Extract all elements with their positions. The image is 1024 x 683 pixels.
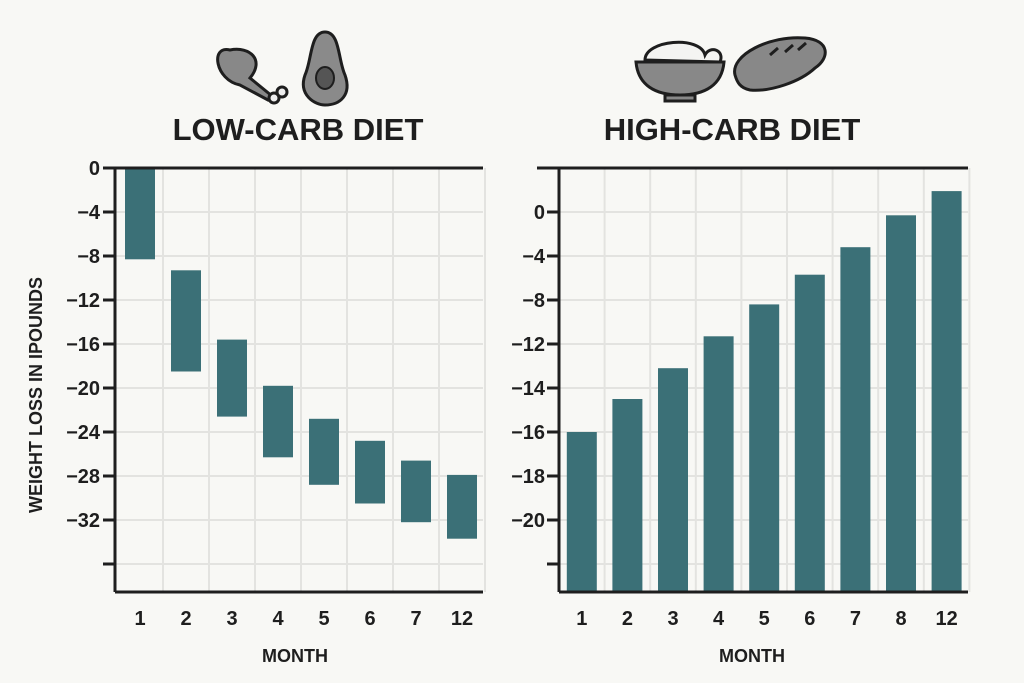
x-tick-label: 12	[451, 608, 473, 630]
bar-month-5	[749, 304, 780, 592]
y-tick-label: −4	[522, 246, 546, 268]
bar-month-5	[309, 418, 339, 485]
y-tick-label: −8	[522, 290, 545, 312]
x-tick-label: 5	[759, 608, 770, 630]
x-tick-label: 3	[226, 608, 237, 630]
bar-month-12	[931, 191, 962, 592]
bar-month-4	[263, 385, 293, 458]
y-tick-label: −18	[511, 466, 545, 488]
x-tick-label: 7	[850, 608, 861, 630]
y-tick-label: −16	[511, 422, 545, 444]
bar-month-6	[794, 274, 825, 592]
bread-icon	[733, 36, 827, 92]
y-tick-label: −24	[66, 422, 101, 444]
bar-month-7	[840, 247, 871, 592]
rice-bowl-icon	[634, 40, 726, 103]
x-tick-label: 6	[364, 608, 375, 630]
bar-month-2	[612, 399, 643, 592]
x-tick-label: 12	[935, 608, 957, 630]
y-tick-label: −12	[66, 290, 100, 312]
low-carb-plot: 0−4−8−12−16−20−24−28−321 2 3 4 5 6 7 12	[66, 158, 486, 630]
y-tick-label: −16	[66, 334, 100, 356]
bar-month-2	[171, 270, 201, 372]
x-tick-label: 4	[272, 608, 284, 630]
y-tick-label: −12	[511, 334, 545, 356]
x-tick-label: 1	[576, 608, 587, 630]
x-tick-label: 4	[713, 608, 725, 630]
y-tick-label: −32	[66, 510, 100, 532]
avocado-icon	[301, 30, 349, 107]
x-tick-label: 2	[622, 608, 633, 630]
bar-month-4	[703, 336, 734, 592]
bar-month-1	[566, 432, 597, 592]
bar-month-1	[125, 168, 155, 260]
x-tick-label: 6	[804, 608, 815, 630]
x-tick-label: 3	[667, 608, 678, 630]
y-tick-label: −20	[511, 510, 545, 532]
y-tick-label: −4	[77, 202, 101, 224]
x-tick-label: 8	[895, 608, 906, 630]
y-tick-label: −28	[66, 466, 100, 488]
bar-month-12	[447, 474, 477, 539]
bar-month-3	[217, 339, 247, 417]
chart-title-high-carb: HIGH-CARB DIET	[604, 112, 861, 147]
y-tick-label: −14	[511, 378, 546, 400]
x-tick-label: 7	[410, 608, 421, 630]
y-tick-label: 0	[89, 158, 100, 180]
bar-month-8	[886, 215, 916, 593]
y-axis-label: WEIGHT LOSS IN IPOUNDS	[26, 277, 46, 513]
y-tick-label: 0	[534, 202, 545, 224]
bar-month-3	[658, 368, 688, 592]
x-tick-label: 2	[180, 608, 191, 630]
high-carb-plot: 0−4−8−12−14−16−18−201 2 3 4 5 6 7 8 12	[511, 166, 971, 630]
x-axis-label-high-carb: MONTH	[719, 646, 785, 666]
chicken-drumstick-icon	[216, 47, 289, 105]
x-axis-label-low-carb: MONTH	[262, 646, 328, 666]
bar-month-6	[355, 440, 385, 504]
y-tick-label: −8	[77, 246, 100, 268]
bar-month-7	[401, 460, 431, 523]
x-tick-label: 1	[134, 608, 145, 630]
x-tick-label: 5	[318, 608, 329, 630]
chart-title-low-carb: LOW-CARB DIET	[173, 112, 424, 147]
icons	[216, 30, 827, 107]
y-tick-label: −20	[66, 378, 100, 400]
